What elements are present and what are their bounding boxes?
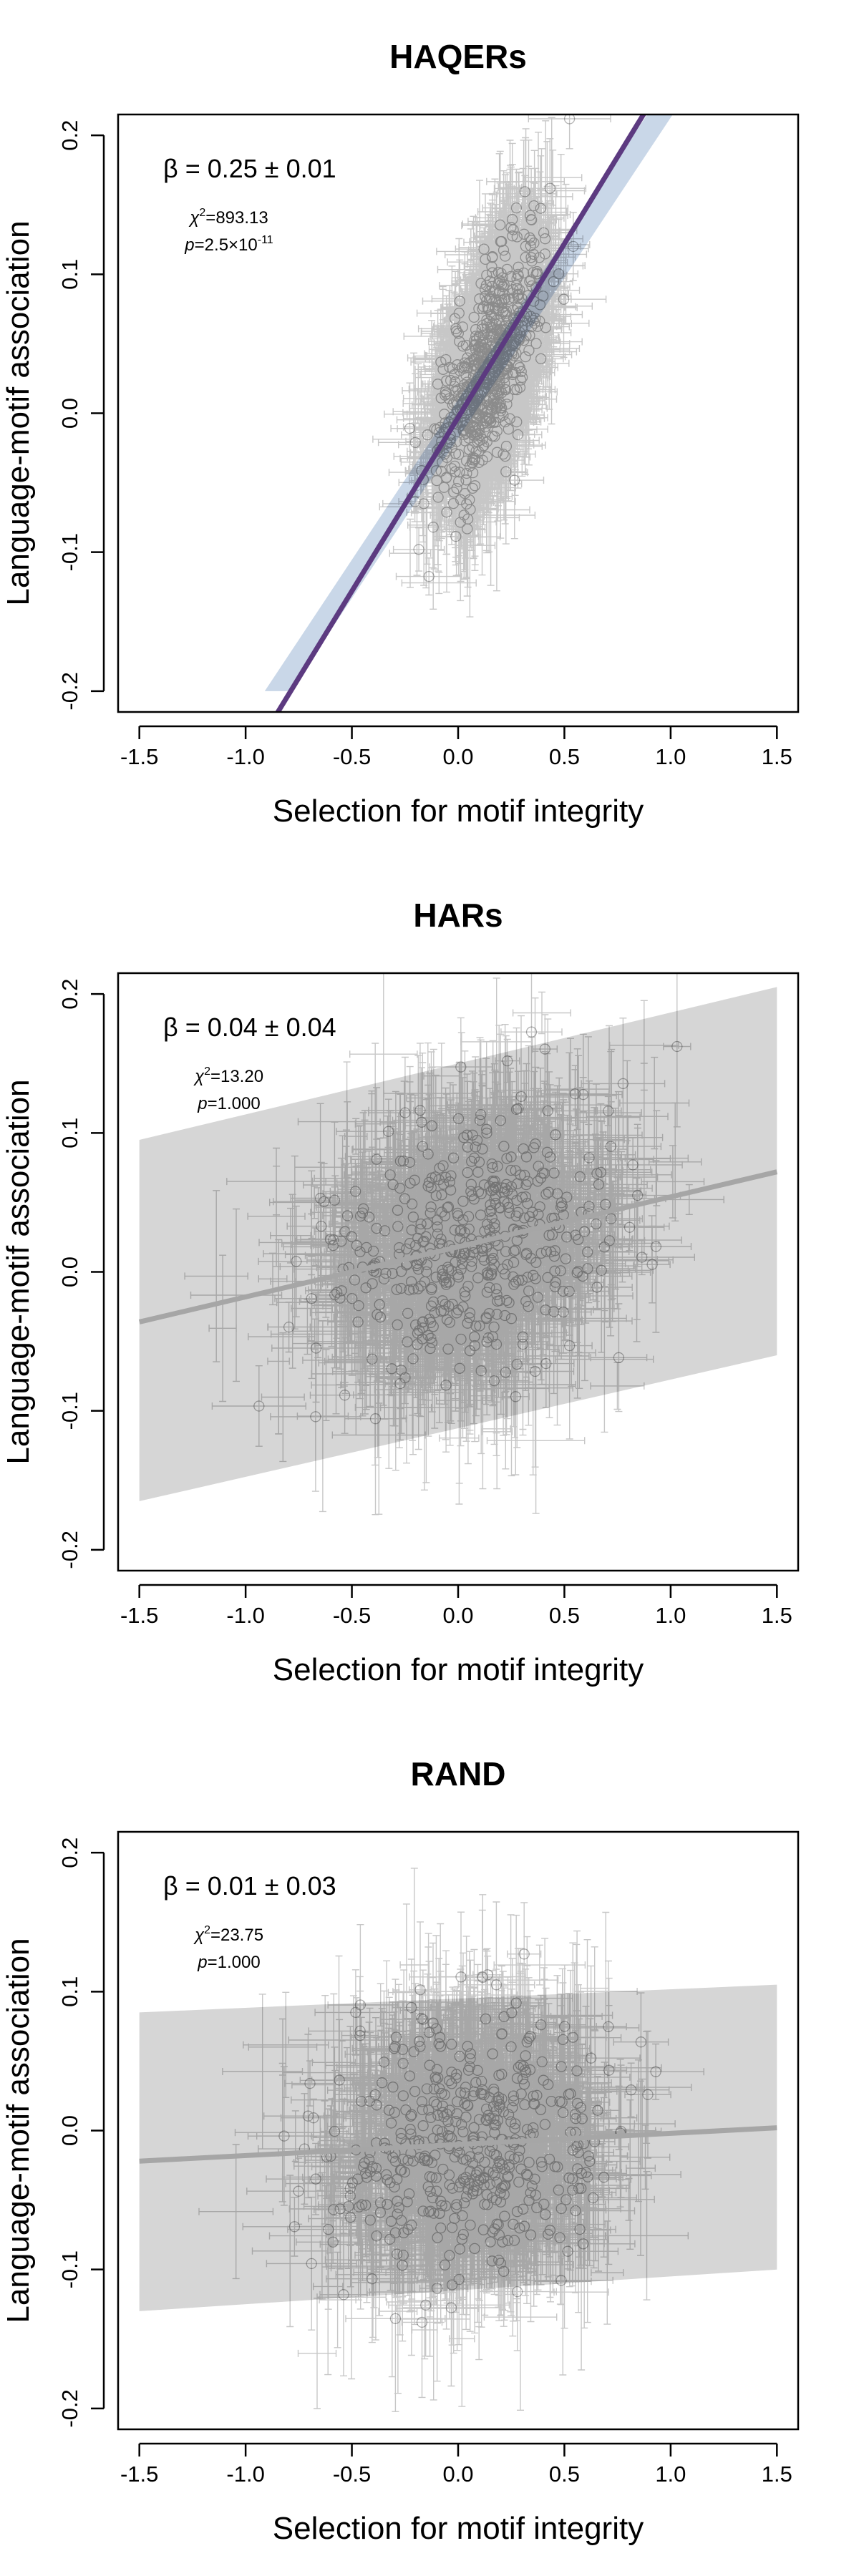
x-tick-label: 0.5 [549,744,580,769]
panel-hars: HARs -1.5 -1.0 -0.5 0.0 0.5 1.0 1.5 -0.2 -0.1 0.0 0… [1,897,800,1687]
beta-annotation: β = 0.04 ± 0.04 [163,1013,336,1042]
chi-square-annotation: χ2=13.20 [193,1065,263,1086]
x-tick-label: -0.5 [333,744,371,769]
y-tick-label: 0.0 [57,1257,82,1287]
y-tick-label: -0.1 [57,1392,82,1430]
p-value-annotation: p=1.000 [197,1094,260,1113]
x-tick-label: -1.0 [226,2462,264,2487]
y-tick-label: -0.1 [57,2250,82,2288]
chi-square-annotation: χ2=893.13 [188,207,268,228]
p-value-annotation: p=1.000 [197,1953,260,1972]
chi-square-annotation: χ2=23.75 [193,1924,263,1945]
y-axis-label: Language-motif association [1,220,36,605]
regression-line [138,1169,778,1324]
x-axis-label: Selection for motif integrity [273,1652,644,1687]
x-tick-label: 1.0 [655,2462,686,2487]
y-tick-label: 0.1 [57,1976,82,2007]
beta-annotation: β = 0.01 ± 0.03 [163,1871,336,1901]
regression-line [275,114,646,712]
panel-title: HARs [413,897,503,934]
y-tick-label: 0.2 [57,979,82,1010]
y-tick-label: -0.2 [57,1531,82,1568]
y-tick-label: -0.2 [57,2389,82,2427]
y-axis-label: Language-motif association [1,1938,36,2323]
x-tick-label: 0.0 [442,2462,473,2487]
x-tick-label: 1.5 [762,1603,792,1628]
y-tick-label: 0.1 [57,1118,82,1148]
x-tick-label: -0.5 [333,2462,371,2487]
y-tick-label: 0.1 [57,259,82,290]
y-tick-label: 0.2 [57,120,82,151]
plot-frame [117,972,800,1572]
regression-line [139,2125,777,2164]
data-points [253,1026,683,1425]
y-tick-label: 0.0 [57,2115,82,2146]
x-tick-label: -1.0 [226,1603,264,1628]
x-tick-label: 1.5 [762,744,792,769]
x-tick-label: -1.5 [120,1603,158,1628]
data-points [278,1948,661,2328]
x-tick-label: 0.0 [442,744,473,769]
plot-frame [117,113,800,713]
x-tick-label: 0.0 [442,1603,473,1628]
p-value-annotation: p=2.5×10-11 [184,234,273,255]
y-tick-label: -0.1 [57,533,82,571]
x-tick-label: -0.5 [333,1603,371,1628]
error-bars [372,114,611,618]
x-tick-label: 0.5 [549,2462,580,2487]
y-tick-label: 0.2 [57,1838,82,1868]
y-tick-label: 0.0 [57,398,82,429]
beta-annotation: β = 0.25 ± 0.01 [163,154,336,183]
panel-haqers: HAQERs -1.5 -1.0 -0.5 0.0 0.5 1.0 1.5 -0.2 -0.1 0.… [1,38,800,829]
x-tick-label: -1.5 [120,2462,158,2487]
x-tick-label: 1.5 [762,2462,792,2487]
x-tick-label: 1.0 [655,1603,686,1628]
x-tick-label: 0.5 [549,1603,580,1628]
error-bars [184,973,724,1516]
plot-frame [117,1830,800,2431]
panel-title: HAQERs [389,38,527,75]
panel-title: RAND [411,1755,506,1792]
panel-rand: RAND -1.5 -1.0 -0.5 0.0 0.5 1.0 1.5 -0.2 -0.1 0.0 0… [1,1755,800,2546]
x-tick-label: 1.0 [655,744,686,769]
y-axis-label: Language-motif association [1,1079,36,1464]
confidence-band [139,987,777,1501]
confidence-band [139,1984,777,2311]
x-axis-label: Selection for motif integrity [273,794,644,829]
x-axis-label: Selection for motif integrity [273,2511,644,2546]
x-tick-label: -1.0 [226,744,264,769]
y-tick-label: -0.2 [57,672,82,710]
x-tick-label: -1.5 [120,744,158,769]
